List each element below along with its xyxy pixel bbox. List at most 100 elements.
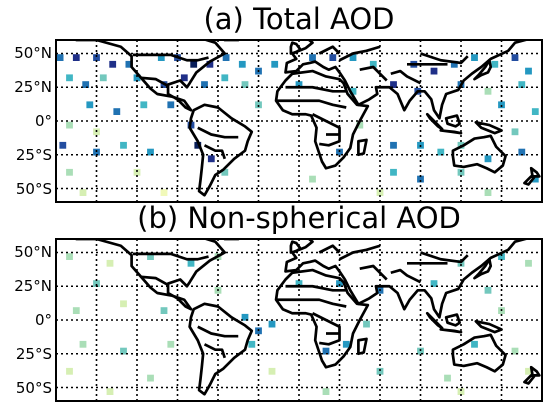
aod-cell [160, 307, 168, 314]
aod-cell [222, 54, 230, 61]
lat-label-50s: 50°S [15, 180, 52, 198]
lat-label-50n: 50°N [14, 44, 52, 62]
aod-cell [66, 367, 73, 375]
aod-cell [484, 286, 492, 294]
aod-cell [133, 168, 141, 176]
aod-cell [511, 54, 519, 61]
aod-cell [207, 155, 215, 163]
aod-cell [66, 74, 73, 82]
aod-cell [349, 87, 357, 95]
aod-cell [82, 81, 90, 88]
aod-cell [295, 81, 303, 88]
aod-cell [525, 367, 532, 375]
aod-cell [93, 148, 100, 156]
lat-label-50n: 50°N [14, 243, 52, 261]
aod-cell [106, 388, 114, 395]
aod-cell [450, 60, 458, 68]
aod-cell [484, 87, 492, 95]
aod-cell [531, 175, 539, 183]
aod-cell [72, 307, 80, 314]
aod-cell [471, 54, 478, 61]
aod-cell [336, 280, 343, 287]
aod-cell [93, 54, 100, 61]
aod-cell [390, 168, 397, 176]
aod-cell [241, 81, 249, 88]
aod-cell [484, 189, 492, 196]
panel-b-map [55, 238, 543, 402]
aod-cell [511, 128, 519, 136]
panel-a-map [55, 39, 543, 203]
aod-cell [160, 189, 168, 196]
aod-cell [72, 54, 80, 61]
lat-label-50s: 50°S [15, 379, 52, 397]
aod-cell [59, 141, 67, 149]
aod-cell [157, 54, 165, 61]
aod-cell [190, 60, 198, 68]
aod-cell [106, 259, 114, 267]
aod-cell [56, 54, 64, 61]
aod-cell [86, 101, 94, 109]
aod-cell [120, 141, 127, 149]
aod-cell [531, 108, 539, 115]
aod-cell [376, 189, 384, 196]
aod-cell [309, 175, 316, 183]
aod-cell [349, 54, 357, 61]
aod-cell [525, 259, 532, 267]
aod-cell [147, 374, 154, 382]
aod-cell [125, 60, 133, 68]
panel-b-gridlines [56, 239, 542, 401]
panel-a-title: (a) Total AOD [203, 2, 395, 36]
aod-cell [329, 54, 337, 61]
aod-cell [271, 60, 279, 68]
aod-cell [221, 168, 229, 176]
aod-cell [109, 60, 117, 68]
aod-cell [79, 340, 87, 348]
aod-cell [194, 141, 202, 149]
aod-cell [180, 74, 188, 82]
aod-cell [241, 313, 249, 321]
aod-cell [268, 367, 276, 375]
aod-cell [498, 253, 505, 260]
aod-cell [430, 280, 438, 287]
aod-cell [457, 168, 465, 176]
aod-cell [369, 60, 377, 68]
lat-label-0: 0° [34, 112, 52, 130]
aod-cell [268, 320, 276, 328]
aod-cell [336, 148, 343, 156]
aod-cell [518, 148, 526, 156]
aod-cell [147, 148, 154, 156]
lat-label-25s: 25°S [15, 146, 52, 164]
aod-cell [187, 259, 195, 267]
aod-cell [444, 374, 451, 382]
aod-cell [99, 74, 107, 82]
panel-b-aod-cells [66, 253, 532, 395]
aod-cell [322, 388, 330, 395]
aod-cell [390, 81, 397, 88]
aod-cell [113, 108, 121, 115]
lat-label-0: 0° [34, 311, 52, 329]
lat-label-25n: 25°N [14, 277, 52, 295]
aod-cell [484, 155, 492, 163]
aod-cell [376, 367, 384, 375]
aod-cell [498, 101, 505, 109]
aod-cell [309, 54, 316, 61]
aod-cell [430, 67, 438, 75]
aod-cell [66, 121, 73, 129]
aod-cell [120, 300, 127, 308]
aod-cell [511, 347, 519, 355]
aod-cell [140, 101, 148, 109]
aod-cell [120, 347, 127, 355]
aod-cell [167, 340, 175, 348]
aod-cell [390, 141, 397, 149]
aod-cell [322, 347, 330, 355]
aod-cell [79, 189, 87, 196]
panel-a-frame [55, 39, 543, 203]
aod-cell [201, 81, 208, 88]
aod-cell [221, 74, 229, 82]
panel-b-title: (b) Non-spherical AOD [137, 201, 461, 235]
aod-cell [248, 340, 256, 348]
aod-cell [133, 74, 141, 82]
panel-b-frame [55, 238, 543, 402]
aod-cell [417, 175, 424, 183]
